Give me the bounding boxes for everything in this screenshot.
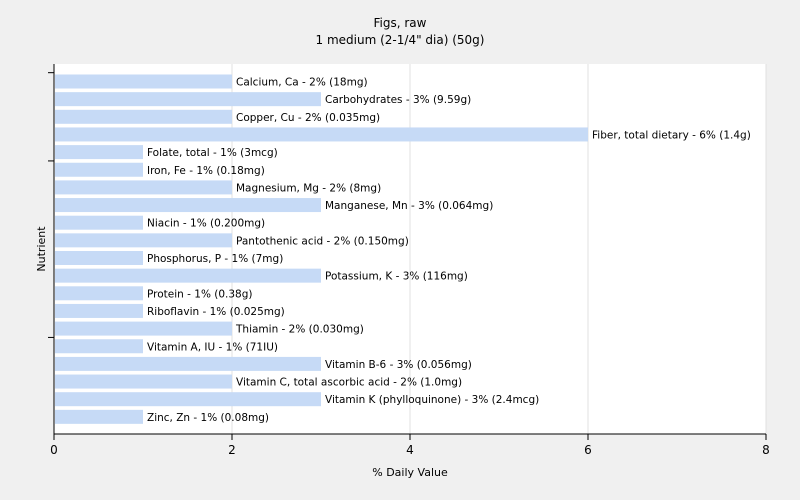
bar-labels: Calcium, Ca - 2% (18mg) Carbohydrates - 3… <box>147 77 751 424</box>
x-tick-label: 6 <box>584 443 592 457</box>
bar-label: Folate, total - 1% (3mcg) <box>147 147 278 159</box>
bar-label: Phosphorus, P - 1% (7mg) <box>147 253 283 265</box>
bar-label: Copper, Cu - 2% (0.035mg) <box>236 112 380 124</box>
bar <box>55 92 321 107</box>
bar <box>55 251 143 265</box>
bar <box>55 321 232 336</box>
bars <box>55 74 588 424</box>
bar-label: Vitamin A, IU - 1% (71IU) <box>147 341 278 353</box>
bar <box>55 162 143 177</box>
y-ticks <box>48 72 54 338</box>
bar-label: Manganese, Mn - 3% (0.064mg) <box>325 200 493 212</box>
bar-label: Magnesium, Mg - 2% (8mg) <box>236 182 381 194</box>
bar-label: Iron, Fe - 1% (0.18mg) <box>147 165 265 177</box>
chart-subtitle: 1 medium (2-1/4" dia) (50g) <box>316 33 485 47</box>
bar <box>55 180 232 195</box>
bar <box>55 339 143 354</box>
x-tick-label: 8 <box>762 443 770 457</box>
bar-label: Vitamin C, total ascorbic acid - 2% (1.0… <box>236 377 462 389</box>
y-axis-title: Nutrient <box>35 226 48 272</box>
bar-label: Potassium, K - 3% (116mg) <box>325 271 468 283</box>
x-ticks: 0 2 4 6 8 <box>50 434 770 457</box>
bar <box>55 268 321 283</box>
bar-label: Riboflavin - 1% (0.025mg) <box>147 306 285 318</box>
bar-label: Thiamin - 2% (0.030mg) <box>235 324 364 336</box>
bar <box>55 392 321 407</box>
bar-label: Vitamin B-6 - 3% (0.056mg) <box>325 359 472 371</box>
bar <box>55 303 143 318</box>
bar <box>55 74 232 89</box>
chart-title: Figs, raw <box>374 16 427 30</box>
bar-label: Zinc, Zn - 1% (0.08mg) <box>147 412 269 424</box>
bar <box>55 198 321 213</box>
bar-label: Vitamin K (phylloquinone) - 3% (2.4mcg) <box>325 394 539 406</box>
bar <box>55 215 143 230</box>
x-axis-title: % Daily Value <box>372 466 448 479</box>
grid-lines <box>231 64 767 434</box>
x-tick-label: 4 <box>406 443 414 457</box>
x-tick-label: 0 <box>50 443 58 457</box>
x-tick-label: 2 <box>228 443 236 457</box>
bar <box>55 374 232 389</box>
bar-label: Fiber, total dietary - 6% (1.4g) <box>592 129 751 141</box>
bar-label: Carbohydrates - 3% (9.59g) <box>325 94 471 106</box>
bar <box>55 127 588 142</box>
bar <box>55 233 232 248</box>
bar-label: Protein - 1% (0.38g) <box>147 288 253 300</box>
bar-label: Pantothenic acid - 2% (0.150mg) <box>236 235 409 247</box>
bar-label: Niacin - 1% (0.200mg) <box>147 218 265 230</box>
bar <box>55 356 321 371</box>
bar <box>55 409 143 424</box>
bar <box>55 286 143 301</box>
bar <box>55 145 143 160</box>
bar <box>55 109 232 124</box>
bar-label: Calcium, Ca - 2% (18mg) <box>236 77 368 89</box>
